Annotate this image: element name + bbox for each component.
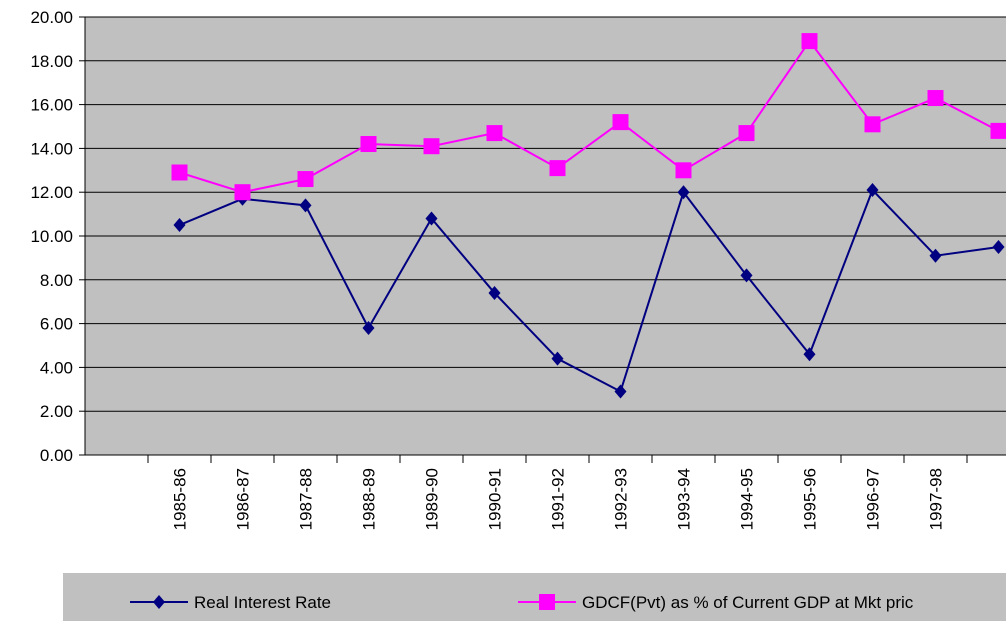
y-tick-label: 20.00	[30, 8, 73, 27]
y-tick-label: 12.00	[30, 183, 73, 202]
y-tick-label: 8.00	[40, 271, 73, 290]
data-point	[801, 33, 818, 50]
data-point	[297, 171, 314, 188]
data-point	[740, 268, 753, 283]
data-point	[929, 248, 942, 263]
data-point	[992, 239, 1005, 254]
data-point	[866, 183, 879, 198]
x-tick-label: 1995-96	[801, 468, 820, 530]
y-tick-label: 18.00	[30, 52, 73, 71]
data-point	[864, 116, 881, 133]
x-tick-label: 1994-95	[738, 468, 757, 530]
legend-label: GDCF(Pvt) as % of Current GDP at Mkt pri…	[582, 593, 914, 612]
data-point	[677, 185, 690, 200]
x-tick-label: 1988-89	[360, 468, 379, 530]
y-tick-label: 0.00	[40, 446, 73, 465]
data-point	[614, 384, 627, 399]
x-tick-label: 1985-86	[171, 468, 190, 530]
x-tick-label: 1986-87	[234, 468, 253, 530]
x-tick-label: 1991-92	[549, 468, 568, 530]
y-tick-label: 14.00	[30, 139, 73, 158]
y-tick-label: 4.00	[40, 358, 73, 377]
series-line	[179, 188, 999, 393]
x-tick-label: 1993-94	[675, 468, 694, 530]
data-point	[234, 184, 251, 201]
x-tick-label: 1996-97	[864, 468, 883, 530]
data-point	[425, 211, 438, 226]
legend-marker	[153, 595, 165, 609]
legend-label: Real Interest Rate	[194, 593, 331, 612]
data-point	[362, 320, 375, 335]
data-point	[990, 122, 1006, 139]
data-point	[551, 351, 564, 366]
y-tick-label: 16.00	[30, 96, 73, 115]
data-point	[299, 198, 312, 213]
legend-marker	[539, 594, 555, 610]
data-point	[675, 162, 692, 179]
data-point	[927, 90, 944, 107]
x-tick-label: 1990-91	[486, 468, 505, 530]
data-point	[360, 136, 377, 153]
x-tick-label: 1989-90	[423, 468, 442, 530]
data-point	[423, 138, 440, 155]
y-tick-label: 6.00	[40, 315, 73, 334]
data-point	[738, 125, 755, 142]
y-tick-label: 10.00	[30, 227, 73, 246]
data-point	[171, 164, 188, 181]
series-line	[179, 39, 999, 194]
data-point	[173, 218, 186, 233]
data-point	[803, 347, 816, 362]
x-tick-label: 1997-98	[927, 468, 946, 530]
data-point	[612, 114, 629, 131]
data-point	[486, 125, 503, 142]
y-tick-label: 2.00	[40, 402, 73, 421]
x-tick-label: 1987-88	[297, 468, 316, 530]
data-point	[488, 285, 501, 300]
x-tick-label: 1992-93	[612, 468, 631, 530]
data-point	[549, 160, 566, 177]
legend-box	[63, 573, 1006, 621]
